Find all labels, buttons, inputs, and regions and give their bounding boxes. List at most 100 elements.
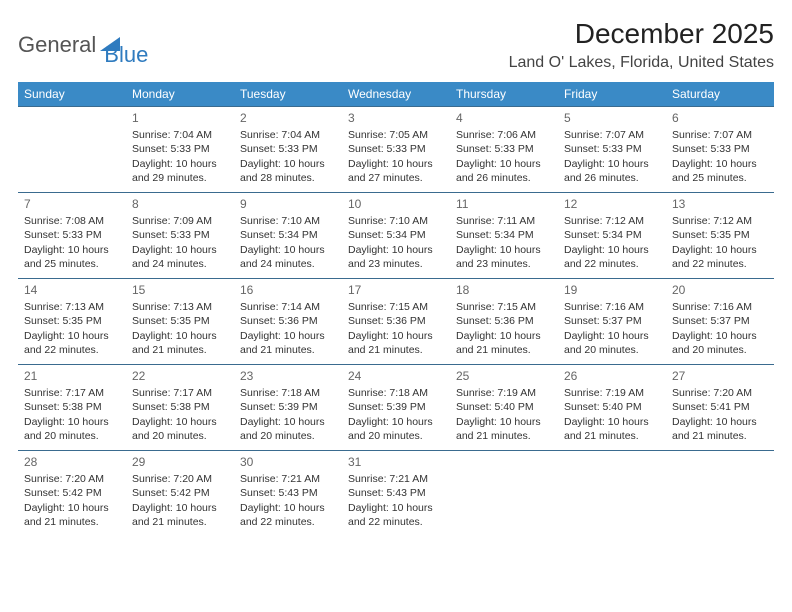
daylight-text: Daylight: 10 hours <box>348 415 444 429</box>
calendar-day-cell: 24Sunrise: 7:18 AMSunset: 5:39 PMDayligh… <box>342 365 450 451</box>
sunrise-text: Sunrise: 7:18 AM <box>348 386 444 400</box>
sunset-text: Sunset: 5:39 PM <box>240 400 336 414</box>
sunrise-text: Sunrise: 7:04 AM <box>240 128 336 142</box>
sunrise-text: Sunrise: 7:12 AM <box>564 214 660 228</box>
calendar-day-cell: 6Sunrise: 7:07 AMSunset: 5:33 PMDaylight… <box>666 107 774 193</box>
calendar-day-cell: 9Sunrise: 7:10 AMSunset: 5:34 PMDaylight… <box>234 193 342 279</box>
daylight-text: Daylight: 10 hours <box>564 329 660 343</box>
daylight-text: Daylight: 10 hours <box>132 329 228 343</box>
daylight-text: Daylight: 10 hours <box>564 243 660 257</box>
sunrise-text: Sunrise: 7:05 AM <box>348 128 444 142</box>
day-number: 8 <box>132 196 228 212</box>
sunset-text: Sunset: 5:35 PM <box>672 228 768 242</box>
weekday-header: Friday <box>558 82 666 107</box>
daylight-text: and 22 minutes. <box>672 257 768 271</box>
sunrise-text: Sunrise: 7:21 AM <box>348 472 444 486</box>
daylight-text: and 26 minutes. <box>564 171 660 185</box>
weekday-header: Sunday <box>18 82 126 107</box>
sunrise-text: Sunrise: 7:09 AM <box>132 214 228 228</box>
logo: General Blue <box>18 22 148 68</box>
sunset-text: Sunset: 5:34 PM <box>456 228 552 242</box>
calendar-day-cell: 16 Sunrise: 7:14 AMSunset: 5:36 PMDayligh… <box>234 279 342 365</box>
calendar-day-cell: 29Sunrise: 7:20 AMSunset: 5:42 PMDayligh… <box>126 451 234 537</box>
header: General Blue December 2025 Land O' Lakes… <box>18 18 774 72</box>
calendar-day-cell <box>18 107 126 193</box>
daylight-text: and 20 minutes. <box>348 429 444 443</box>
sunrise-text: Sunrise: 7:07 AM <box>564 128 660 142</box>
day-number: 18 <box>456 282 552 298</box>
calendar-day-cell: 15Sunrise: 7:13 AMSunset: 5:35 PMDayligh… <box>126 279 234 365</box>
calendar-day-cell: 18Sunrise: 7:15 AMSunset: 5:36 PMDayligh… <box>450 279 558 365</box>
daylight-text: Daylight: 10 hours <box>24 329 120 343</box>
calendar-day-cell: 22Sunrise: 7:17 AMSunset: 5:38 PMDayligh… <box>126 365 234 451</box>
calendar-day-cell: 4Sunrise: 7:06 AMSunset: 5:33 PMDaylight… <box>450 107 558 193</box>
daylight-text: Daylight: 10 hours <box>564 415 660 429</box>
calendar-day-cell: 12Sunrise: 7:12 AMSunset: 5:34 PMDayligh… <box>558 193 666 279</box>
day-number: 14 <box>24 282 120 298</box>
sunset-text: Sunset: 5:41 PM <box>672 400 768 414</box>
daylight-text: and 25 minutes. <box>24 257 120 271</box>
weekday-header: Tuesday <box>234 82 342 107</box>
sunset-text: Sunset: 5:37 PM <box>672 314 768 328</box>
calendar-week-row: 1Sunrise: 7:04 AMSunset: 5:33 PMDaylight… <box>18 107 774 193</box>
calendar-day-cell <box>558 451 666 537</box>
sunrise-text: Sunrise: 7:18 AM <box>240 386 336 400</box>
sunset-text: Sunset: 5:34 PM <box>348 228 444 242</box>
daylight-text: and 20 minutes. <box>672 343 768 357</box>
sunset-text: Sunset: 5:37 PM <box>564 314 660 328</box>
day-number: 28 <box>24 454 120 470</box>
daylight-text: Daylight: 10 hours <box>456 415 552 429</box>
calendar-day-cell: 26Sunrise: 7:19 AMSunset: 5:40 PMDayligh… <box>558 365 666 451</box>
daylight-text: and 21 minutes. <box>672 429 768 443</box>
sunset-text: Sunset: 5:35 PM <box>132 314 228 328</box>
weekday-header: Wednesday <box>342 82 450 107</box>
sunrise-text: Sunrise: 7:13 AM <box>24 300 120 314</box>
sunset-text: Sunset: 5:33 PM <box>564 142 660 156</box>
daylight-text: and 27 minutes. <box>348 171 444 185</box>
sunrise-text: Sunrise: 7:19 AM <box>456 386 552 400</box>
calendar-day-cell: 28Sunrise: 7:20 AMSunset: 5:42 PMDayligh… <box>18 451 126 537</box>
sunset-text: Sunset: 5:38 PM <box>24 400 120 414</box>
daylight-text: and 22 minutes. <box>24 343 120 357</box>
daylight-text: Daylight: 10 hours <box>240 243 336 257</box>
calendar-day-cell <box>666 451 774 537</box>
sunset-text: Sunset: 5:33 PM <box>240 142 336 156</box>
daylight-text: Daylight: 10 hours <box>348 501 444 515</box>
daylight-text: Daylight: 10 hours <box>672 243 768 257</box>
calendar-week-row: 21Sunrise: 7:17 AMSunset: 5:38 PMDayligh… <box>18 365 774 451</box>
day-number: 16 <box>240 282 336 298</box>
daylight-text: and 24 minutes. <box>132 257 228 271</box>
day-number: 11 <box>456 196 552 212</box>
daylight-text: and 20 minutes. <box>132 429 228 443</box>
calendar-day-cell <box>450 451 558 537</box>
calendar-day-cell: 5Sunrise: 7:07 AMSunset: 5:33 PMDaylight… <box>558 107 666 193</box>
daylight-text: and 20 minutes. <box>564 343 660 357</box>
day-number: 3 <box>348 110 444 126</box>
daylight-text: Daylight: 10 hours <box>672 415 768 429</box>
daylight-text: and 22 minutes. <box>564 257 660 271</box>
daylight-text: Daylight: 10 hours <box>672 157 768 171</box>
daylight-text: Daylight: 10 hours <box>240 157 336 171</box>
sunset-text: Sunset: 5:34 PM <box>240 228 336 242</box>
sunset-text: Sunset: 5:33 PM <box>132 228 228 242</box>
daylight-text: Daylight: 10 hours <box>348 329 444 343</box>
sunrise-text: Sunrise: 7:16 AM <box>672 300 768 314</box>
daylight-text: and 21 minutes. <box>132 343 228 357</box>
daylight-text: Daylight: 10 hours <box>456 329 552 343</box>
daylight-text: Daylight: 10 hours <box>240 329 336 343</box>
sunrise-text: Sunrise: 7:14 AM <box>240 300 336 314</box>
sunset-text: Sunset: 5:40 PM <box>564 400 660 414</box>
day-number: 19 <box>564 282 660 298</box>
daylight-text: Daylight: 10 hours <box>24 501 120 515</box>
sunset-text: Sunset: 5:38 PM <box>132 400 228 414</box>
sunrise-text: Sunrise: 7:16 AM <box>564 300 660 314</box>
daylight-text: and 21 minutes. <box>240 343 336 357</box>
day-number: 23 <box>240 368 336 384</box>
calendar-day-cell: 30Sunrise: 7:21 AMSunset: 5:43 PMDayligh… <box>234 451 342 537</box>
sunrise-text: Sunrise: 7:11 AM <box>456 214 552 228</box>
day-number: 9 <box>240 196 336 212</box>
sunset-text: Sunset: 5:33 PM <box>24 228 120 242</box>
location-subtitle: Land O' Lakes, Florida, United States <box>509 54 774 72</box>
sunset-text: Sunset: 5:40 PM <box>456 400 552 414</box>
sunset-text: Sunset: 5:36 PM <box>240 314 336 328</box>
